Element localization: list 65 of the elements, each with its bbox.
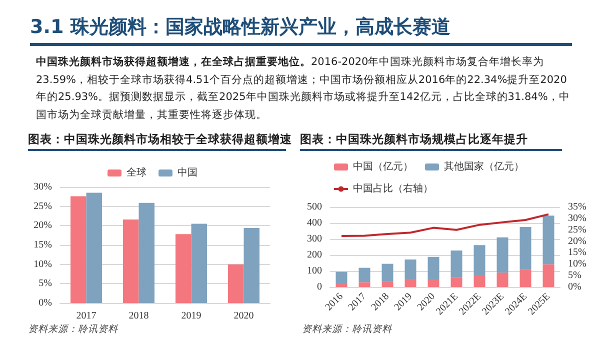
bar <box>336 272 348 283</box>
y-tick-label: 0% <box>38 298 52 308</box>
text: 资料来源：聆讯资料 <box>302 323 392 336</box>
y-tick-label: 400 <box>307 218 322 228</box>
legend-label: 全球 <box>126 166 146 178</box>
y2-tick-label: 35% <box>568 202 586 212</box>
y-tick-label: 30% <box>34 182 52 192</box>
bar <box>176 234 192 303</box>
bar <box>404 259 416 280</box>
y2-tick-label: 0% <box>568 282 582 292</box>
x-tick-label: 2019 <box>181 310 202 322</box>
bar <box>244 228 260 303</box>
chart-title: 图表：中国珠光颜料市场规模占比逐年提升 <box>300 132 562 151</box>
y2-tick-label: 5% <box>568 270 582 282</box>
bar <box>86 192 102 303</box>
legend-label: 中国占比（右轴） <box>353 182 433 194</box>
legend-label: 中国（亿元） <box>353 160 413 172</box>
x-tick-label: 2017 <box>76 310 96 322</box>
bar <box>138 202 154 303</box>
legend-label: 中国 <box>178 166 198 178</box>
bar <box>382 264 394 282</box>
bar <box>474 245 486 276</box>
bar <box>358 268 370 282</box>
y-tick-label: 500 <box>307 202 322 212</box>
bar <box>474 275 486 287</box>
y-tick-label: 10% <box>34 258 52 270</box>
bar <box>404 280 416 287</box>
chart-title: 图表：中国珠光颜料市场相较于全球获得超额增速 <box>28 132 292 148</box>
text: 中国珠光颜料市场获得超额增速，在全球占据重要地位。 <box>36 56 311 68</box>
y2-tick-label: 10% <box>568 258 586 270</box>
y-tick-label: 20% <box>34 220 52 232</box>
bar <box>496 237 508 273</box>
y2-tick-label: 20% <box>568 236 586 247</box>
text: 3.1 珠光颜料：国家战略性新兴产业，高成长赛道 <box>30 15 450 40</box>
bar <box>428 256 440 279</box>
bar <box>228 264 244 303</box>
y-tick-label: 200 <box>307 250 322 260</box>
bar <box>520 227 532 270</box>
bar <box>542 264 554 287</box>
y-tick-label: 300 <box>307 234 322 244</box>
legend-label: 其他国家（亿元） <box>444 160 524 172</box>
bar <box>520 269 532 287</box>
bar <box>428 279 440 287</box>
x-tick-label: 2018 <box>128 310 149 322</box>
bar <box>70 196 86 303</box>
bar <box>358 282 370 287</box>
y-tick-label: 100 <box>307 266 322 276</box>
y-tick-label: 25% <box>34 200 52 212</box>
bar <box>382 281 394 287</box>
text: 资料来源：聆讯资料 <box>28 323 118 336</box>
x-tick-label: 2020 <box>234 310 254 322</box>
y-tick-label: 15% <box>34 240 52 250</box>
line-series <box>340 213 550 238</box>
y2-tick-label: 30% <box>568 212 586 224</box>
bar <box>336 283 348 287</box>
bar <box>191 224 207 303</box>
bar <box>450 277 462 287</box>
y2-tick-label: 25% <box>568 224 586 236</box>
y-tick-label: 5% <box>38 278 52 290</box>
bar <box>542 216 554 264</box>
bar <box>496 272 508 287</box>
bar <box>450 250 462 278</box>
y-tick-label: 0 <box>317 282 322 292</box>
bar <box>123 219 139 303</box>
y2-tick-label: 15% <box>568 247 586 258</box>
